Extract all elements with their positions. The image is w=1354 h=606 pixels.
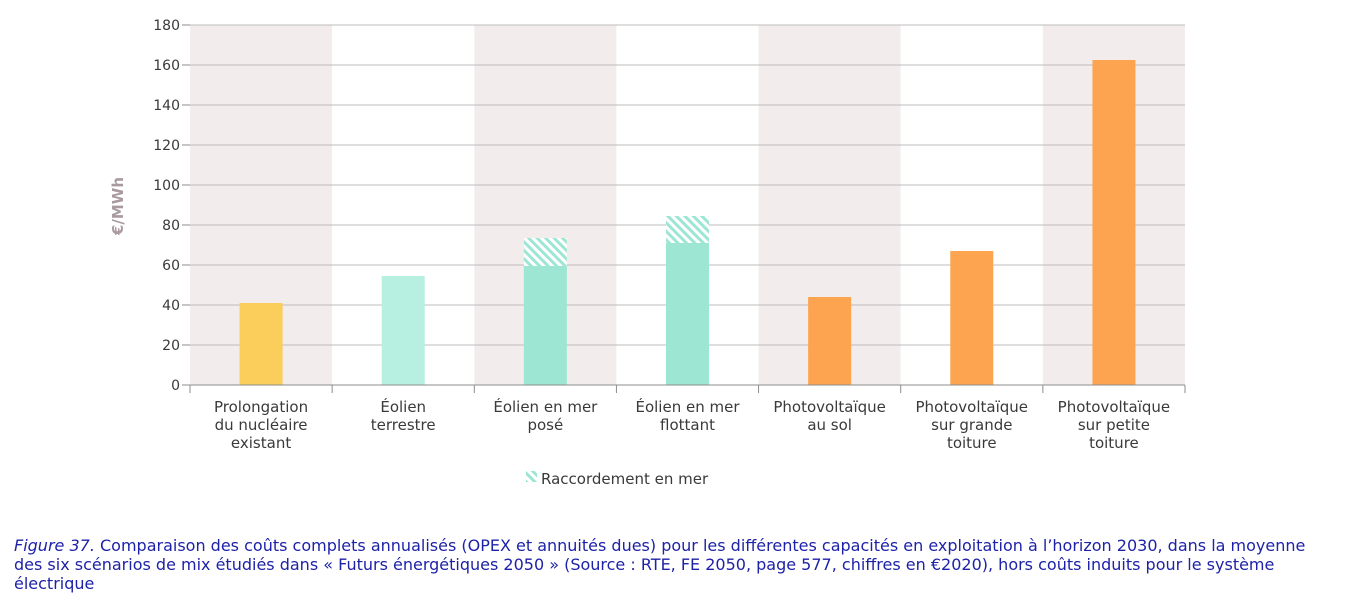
bar xyxy=(950,251,994,385)
y-tick-label: 100 xyxy=(153,178,180,194)
figure-caption: Figure 37. Comparaison des coûts complet… xyxy=(14,536,1334,593)
legend-swatch-raccordement xyxy=(526,471,537,482)
y-tick-label: 120 xyxy=(153,138,180,154)
category-label: Éolien xyxy=(380,397,426,416)
caption-text: Comparaison des coûts complets annualisé… xyxy=(14,536,1306,593)
y-axis-ticks: 0 20 40 60 80 100 120 140 160 180 xyxy=(153,18,190,394)
bar xyxy=(523,266,567,385)
category-label: Éolien en mer xyxy=(635,397,740,416)
category-label: au sol xyxy=(807,416,852,434)
y-tick-label: 20 xyxy=(162,338,180,354)
y-tick-label: 0 xyxy=(171,378,180,394)
category-label: Photovoltaïque xyxy=(773,398,886,416)
category-label: existant xyxy=(231,434,291,452)
bar xyxy=(666,243,709,385)
legend-label-raccordement: Raccordement en mer xyxy=(541,470,709,488)
category-label: Photovoltaïque xyxy=(916,398,1029,416)
figure-number: Figure 37. xyxy=(14,536,95,555)
bar xyxy=(1092,60,1136,385)
bars xyxy=(239,60,1136,385)
y-tick-label: 60 xyxy=(162,258,180,274)
y-tick-label: 140 xyxy=(153,98,180,114)
bar-chart: 0 20 40 60 80 100 120 140 160 180 €/MWh Prolongat… xyxy=(109,18,1186,488)
y-tick-label: 180 xyxy=(153,18,180,34)
y-tick-label: 40 xyxy=(162,298,180,314)
bar xyxy=(808,297,852,385)
category-label: sur grande xyxy=(931,416,1012,434)
category-label: Éolien en mer xyxy=(493,397,598,416)
bar-raccordement-segment xyxy=(666,216,709,243)
bar xyxy=(239,303,283,385)
category-label: Prolongation xyxy=(214,398,308,416)
bar xyxy=(381,276,425,385)
category-label: flottant xyxy=(660,416,715,434)
bar-raccordement-segment xyxy=(523,238,567,266)
y-tick-label: 160 xyxy=(153,58,180,74)
y-axis-label: €/MWh xyxy=(109,177,127,236)
y-tick-label: 80 xyxy=(162,218,180,234)
category-label: Photovoltaïque xyxy=(1058,398,1171,416)
category-label: posé xyxy=(527,416,563,434)
category-label: sur petite xyxy=(1078,416,1150,434)
category-label: toiture xyxy=(947,434,997,452)
category-label: terrestre xyxy=(371,416,436,434)
legend: Raccordement en mer xyxy=(526,470,709,488)
category-label: toiture xyxy=(1089,434,1139,452)
x-axis xyxy=(189,384,1186,393)
category-label: du nucléaire xyxy=(215,416,308,434)
